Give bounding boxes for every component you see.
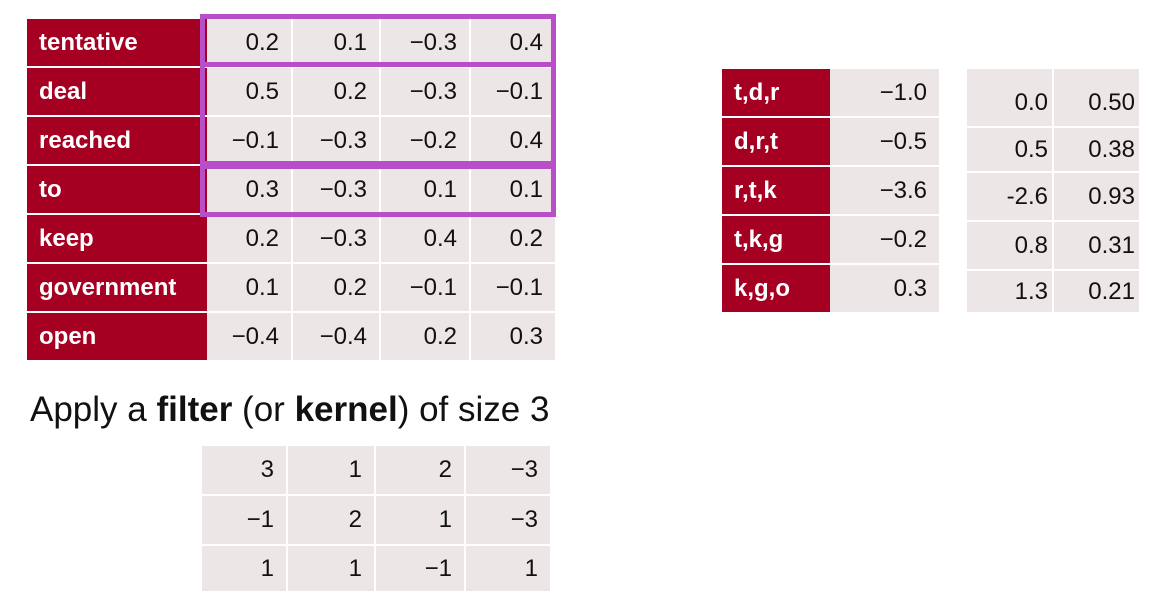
vector-value: −0.1 <box>471 264 557 313</box>
window-label: t,d,r <box>722 69 830 118</box>
vector-value: 0.3 <box>207 166 293 215</box>
table-row: 1 1 −1 1 <box>202 546 552 593</box>
table-row: government 0.1 0.2 −0.1 −0.1 <box>27 264 557 313</box>
vector-value: −0.3 <box>381 19 471 68</box>
vector-value: −0.3 <box>381 68 471 117</box>
table-row: -2.6 0.93 <box>967 173 1139 222</box>
kernel-value: 3 <box>202 446 288 496</box>
vector-value: −0.3 <box>293 117 381 166</box>
word-label: government <box>27 264 207 313</box>
table-row: 0.0 0.50 <box>967 69 1139 128</box>
extra-value: 0.31 <box>1054 222 1139 271</box>
vector-value: 0.4 <box>471 117 557 166</box>
extra-value: 0.8 <box>967 222 1054 271</box>
vector-value: −0.1 <box>471 68 557 117</box>
kernel-value: −1 <box>376 546 466 593</box>
vector-value: 0.4 <box>381 215 471 264</box>
word-label: deal <box>27 68 207 117</box>
output-value: −0.2 <box>830 216 939 265</box>
filter-caption: Apply a filter (or kernel) of size 3 <box>30 390 550 429</box>
output-value: −3.6 <box>830 167 939 216</box>
vector-value: 0.1 <box>207 264 293 313</box>
table-row: keep 0.2 −0.3 0.4 0.2 <box>27 215 557 264</box>
kernel-value: 2 <box>376 446 466 496</box>
vector-value: 0.1 <box>381 166 471 215</box>
kernel-value: 1 <box>288 546 376 593</box>
kernel-value: −3 <box>466 496 552 546</box>
vector-value: 0.1 <box>293 19 381 68</box>
extra-value: 0.38 <box>1054 128 1139 173</box>
extra-value: 0.0 <box>967 69 1054 128</box>
table-row: 0.5 0.38 <box>967 128 1139 173</box>
table-row: t,k,g −0.2 <box>722 216 939 265</box>
window-label: k,g,o <box>722 265 830 314</box>
extra-value: 1.3 <box>967 271 1054 314</box>
vector-value: −0.3 <box>293 166 381 215</box>
table-row: d,r,t −0.5 <box>722 118 939 167</box>
kernel-value: −1 <box>202 496 288 546</box>
output-value: 0.3 <box>830 265 939 314</box>
output-value: −0.5 <box>830 118 939 167</box>
kernel-value: 1 <box>288 446 376 496</box>
vector-value: 0.5 <box>207 68 293 117</box>
extra-value: 0.21 <box>1054 271 1139 314</box>
vector-value: 0.2 <box>207 19 293 68</box>
kernel-value: 2 <box>288 496 376 546</box>
table-row: reached −0.1 −0.3 −0.2 0.4 <box>27 117 557 166</box>
table-row: −1 2 1 −3 <box>202 496 552 546</box>
vector-value: 0.4 <box>471 19 557 68</box>
vector-value: 0.2 <box>293 68 381 117</box>
output-value: −1.0 <box>830 69 939 118</box>
word-label: keep <box>27 215 207 264</box>
vector-value: −0.1 <box>381 264 471 313</box>
vector-value: −0.3 <box>293 215 381 264</box>
kernel-value: 1 <box>466 546 552 593</box>
window-label: r,t,k <box>722 167 830 216</box>
extra-value: 0.50 <box>1054 69 1139 128</box>
window-label: d,r,t <box>722 118 830 167</box>
table-row: 3 1 2 −3 <box>202 446 552 496</box>
window-label: t,k,g <box>722 216 830 265</box>
vector-value: 0.1 <box>471 166 557 215</box>
word-label: to <box>27 166 207 215</box>
vector-value: 0.2 <box>381 313 471 362</box>
vector-value: −0.2 <box>381 117 471 166</box>
vector-value: 0.3 <box>471 313 557 362</box>
extra-value: -2.6 <box>967 173 1054 222</box>
vector-value: 0.2 <box>471 215 557 264</box>
kernel-value: 1 <box>202 546 288 593</box>
table-row: open −0.4 −0.4 0.2 0.3 <box>27 313 557 362</box>
table-row: to 0.3 −0.3 0.1 0.1 <box>27 166 557 215</box>
vector-value: 0.2 <box>293 264 381 313</box>
extra-value: 0.93 <box>1054 173 1139 222</box>
table-row: 0.8 0.31 <box>967 222 1139 271</box>
vector-value: 0.2 <box>207 215 293 264</box>
table-row: 1.3 0.21 <box>967 271 1139 314</box>
table-row: t,d,r −1.0 <box>722 69 939 118</box>
word-label: reached <box>27 117 207 166</box>
vector-value: −0.4 <box>207 313 293 362</box>
vector-value: −0.1 <box>207 117 293 166</box>
table-row: k,g,o 0.3 <box>722 265 939 314</box>
table-row: r,t,k −3.6 <box>722 167 939 216</box>
kernel-value: −3 <box>466 446 552 496</box>
table-row: tentative 0.2 0.1 −0.3 0.4 <box>27 19 557 68</box>
table-row: deal 0.5 0.2 −0.3 −0.1 <box>27 68 557 117</box>
word-label: open <box>27 313 207 362</box>
kernel-value: 1 <box>376 496 466 546</box>
vector-value: −0.4 <box>293 313 381 362</box>
word-label: tentative <box>27 19 207 68</box>
extra-value: 0.5 <box>967 128 1054 173</box>
